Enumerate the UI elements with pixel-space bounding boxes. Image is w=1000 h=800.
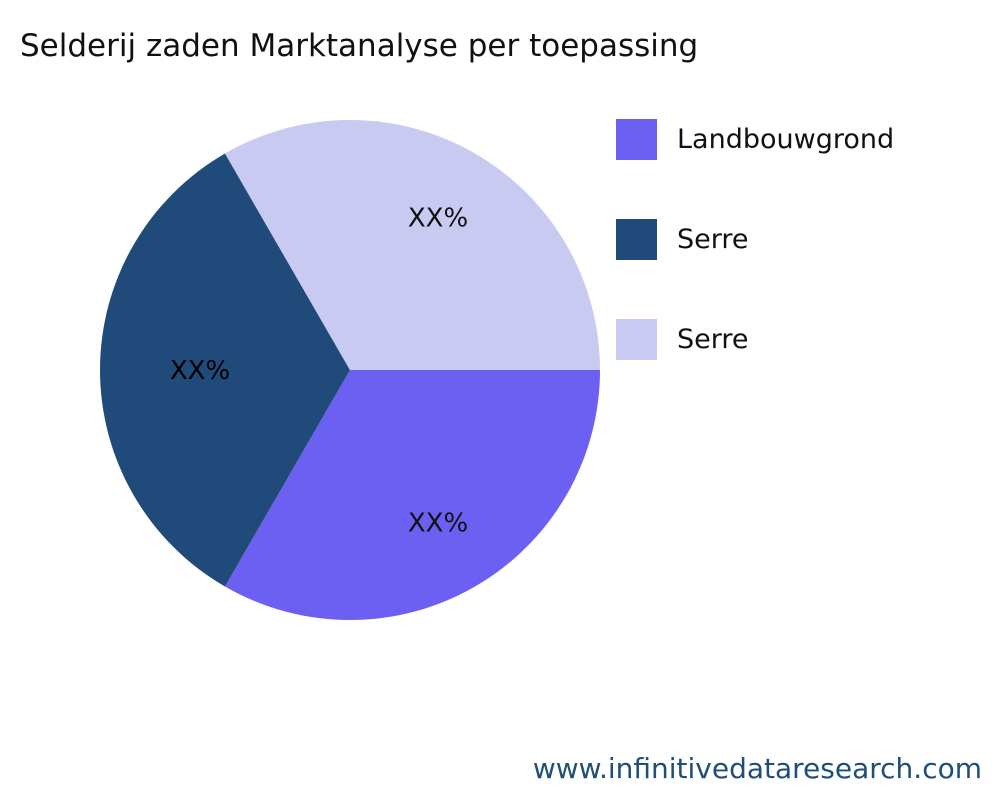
slice-label: XX%: [408, 204, 468, 234]
pie-slice: [225, 370, 600, 620]
watermark: www.infinitivedataresearch.com: [532, 752, 982, 785]
legend-label: Serre: [677, 324, 749, 355]
slice-label: XX%: [170, 356, 230, 386]
pie-slice: [225, 119, 600, 370]
chart-title: Selderij zaden Marktanalyse per toepassi…: [20, 28, 699, 64]
legend-item[interactable]: Landbouwgrond: [616, 119, 894, 160]
legend-swatch: [616, 119, 657, 160]
slice-label: XX%: [408, 508, 468, 538]
legend-label: Landbouwgrond: [677, 124, 895, 155]
legend-label: Serre: [677, 224, 749, 255]
legend-swatch: [616, 219, 657, 260]
legend-item[interactable]: Serre: [616, 219, 749, 260]
legend-swatch: [616, 319, 657, 360]
legend-item[interactable]: Serre: [616, 319, 749, 360]
